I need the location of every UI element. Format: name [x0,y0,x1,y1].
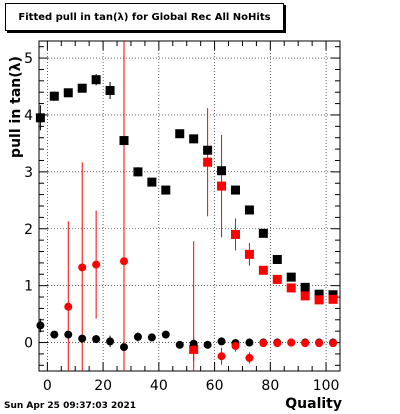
marker-circle-red [329,339,338,348]
y-tick-label: 3 [24,165,33,181]
marker-circle-red [245,353,254,362]
marker-square-red [258,265,268,275]
tick-labels: 0 20 40 60 80 100 0 1 2 3 4 5 [24,51,339,394]
marker-circle-black [217,337,226,346]
marker-circle-red [78,263,87,272]
y-axis-label-box: pull in tan(λ) [5,52,27,162]
marker-circle-black [64,330,73,339]
marker-square-red [328,294,338,304]
marker-circle-black [50,330,59,339]
marker-square-black [133,167,143,177]
marker-square-black [147,177,157,187]
marker-circle-red [64,302,73,311]
marker-circle-red [231,341,240,350]
marker-circle-black [106,337,115,346]
marker-circle-red [259,339,268,348]
marker-circle-black [189,339,198,348]
x-tick-label: 80 [261,378,279,394]
marker-square-black [258,228,268,238]
marker-square-black [49,91,59,101]
marker-circle-red [92,260,101,269]
marker-circle-black [147,333,156,342]
marker-circle-black [175,340,184,349]
marker-square-black [314,289,324,299]
marker-square-black [286,272,296,282]
marker-square-red [286,283,296,293]
marker-square-black [300,282,310,292]
y-tick-label: 5 [24,51,33,67]
chart-title: Fitted pull in tan(λ) for Global Rec All… [18,11,271,23]
marker-square-red [314,295,324,305]
x-tick-label: 100 [313,378,340,394]
marker-square-black [217,166,227,176]
y-tick-label: 1 [24,279,33,295]
marker-circle-black [161,330,170,339]
marker-square-red [244,249,254,259]
x-tick-label: 60 [206,378,224,394]
grid-lines [39,41,340,371]
marker-circle-red [287,338,296,347]
marker-square-black [189,134,199,144]
marker-circle-black [92,335,101,344]
timestamp: Sun Apr 25 09:37:03 2021 [4,401,137,411]
marker-square-black [328,290,338,300]
y-axis-label: pull in tan(λ) [8,56,24,158]
data-markers [35,75,338,362]
marker-square-red [272,274,282,284]
marker-square-red [217,181,227,191]
marker-circle-black [203,340,212,349]
marker-square-black [203,145,213,155]
marker-square-red [230,229,240,239]
marker-square-black [105,86,115,95]
marker-circle-black [78,334,87,343]
marker-circle-black [36,321,45,330]
marker-square-red [300,291,310,301]
marker-circle-red [301,339,310,348]
marker-square-black [77,83,87,93]
x-tick-label: 40 [150,378,168,394]
marker-circle-black [120,343,129,352]
marker-circle-red [217,352,226,361]
marker-square-black [63,88,73,98]
marker-circle-red [273,339,282,348]
x-tick-label: 20 [94,378,112,394]
marker-square-black [244,205,254,215]
x-tick-label: 0 [43,378,52,394]
x-axis-label: Quality [285,396,342,412]
marker-square-black [175,129,185,139]
title-box: Fitted pull in tan(λ) for Global Rec All… [5,3,284,31]
marker-square-black [161,185,171,195]
marker-square-black [119,136,129,146]
y-tick-label: 0 [24,336,33,352]
marker-square-black [91,75,101,85]
marker-square-red [203,157,213,167]
marker-circle-black [133,332,142,341]
y-tick-label: 4 [24,108,33,124]
marker-circle-red [189,345,198,354]
marker-square-black [230,185,240,195]
marker-circle-red [315,339,324,348]
marker-circle-red [120,257,129,266]
marker-square-black [35,113,45,123]
marker-square-black [272,254,282,264]
axis-ticks [39,41,341,371]
y-tick-label: 2 [24,222,33,238]
marker-circle-black [245,338,254,347]
